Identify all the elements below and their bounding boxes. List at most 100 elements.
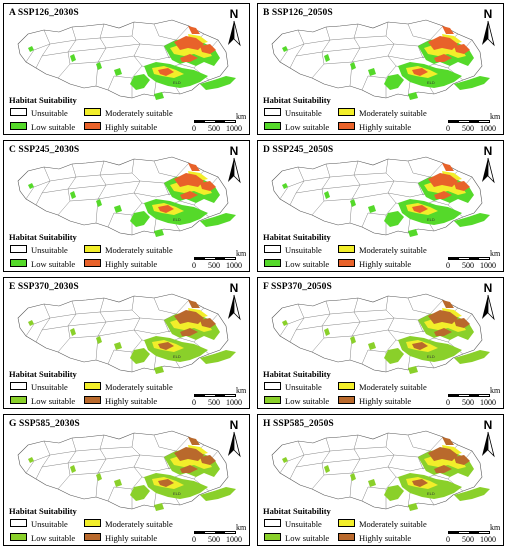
legend-low: Low suitable [264, 259, 329, 269]
legend-high: Highly suitable [84, 533, 157, 543]
swatch-low [264, 533, 281, 541]
legend-high: Highly suitable [84, 259, 157, 269]
region-label: ELD [173, 217, 181, 222]
swatch-low [10, 396, 27, 404]
legend-title: Habitat Suitability [9, 506, 77, 516]
legend-unsuitable: Unsuitable [10, 108, 68, 118]
north-label: N [483, 144, 493, 158]
scale-tick: 1000 [480, 398, 496, 407]
swatch-unsuitable [264, 519, 281, 527]
swatch-unsuitable [10, 245, 27, 253]
region-map: ELD [271, 19, 490, 100]
legend-unsuitable: Unsuitable [10, 519, 68, 529]
swatch-moderately [84, 382, 101, 390]
scale-tick: 1000 [480, 535, 496, 544]
region-map: ELD [271, 430, 490, 511]
region-map: ELD [271, 293, 490, 374]
swatch-unsuitable [264, 245, 281, 253]
map-panel-5: ELD E SSP370_2030S N Habitat Suitability… [3, 277, 250, 409]
swatch-moderately [338, 108, 355, 116]
north-arrow-icon: N [225, 144, 243, 184]
map-panel-6: ELD F SSP370_2050S N Habitat Suitability… [257, 277, 504, 409]
scale-bar: km 0 500 1000 [444, 112, 502, 134]
legend-moderately: Moderately suitable [338, 382, 427, 392]
panel-title: H SSP585_2050S [263, 419, 334, 429]
legend-high: Highly suitable [338, 122, 411, 132]
scale-tick: 500 [462, 398, 474, 407]
swatch-low [10, 122, 27, 130]
legend-low: Low suitable [264, 533, 329, 543]
region-label: ELD [173, 491, 181, 496]
legend-low: Low suitable [10, 259, 75, 269]
highly-suitable-areas [412, 437, 470, 487]
swatch-high [338, 533, 355, 541]
legend-title: Habitat Suitability [9, 369, 77, 379]
legend-title: Habitat Suitability [263, 506, 331, 516]
swatch-low [264, 259, 281, 267]
legend-moderately: Moderately suitable [84, 245, 173, 255]
region-label: ELD [173, 80, 181, 85]
legend-high: Highly suitable [338, 396, 411, 406]
scale-tick: 1000 [226, 124, 242, 133]
region-map: ELD [271, 156, 490, 237]
scale-tick: 0 [192, 261, 196, 270]
legend-unsuitable: Unsuitable [264, 519, 322, 529]
figure-grid: ELD A SSP126_2030S N Habitat Suitability… [3, 3, 504, 547]
highly-suitable-areas [158, 437, 216, 487]
north-arrow-icon: N [225, 418, 243, 458]
scale-tick: 500 [208, 124, 220, 133]
panel-title: D SSP245_2050S [263, 145, 334, 155]
scale-unit: km [236, 112, 247, 121]
scale-bar: km 0 500 1000 [190, 523, 248, 545]
north-label: N [229, 281, 239, 295]
legend-moderately: Moderately suitable [338, 108, 427, 118]
scale-bar: km 0 500 1000 [444, 249, 502, 271]
scale-unit: km [490, 386, 501, 395]
north-label: N [229, 418, 239, 432]
scale-bar: km 0 500 1000 [190, 112, 248, 134]
panel-title: E SSP370_2030S [9, 282, 79, 292]
legend-unsuitable: Unsuitable [10, 382, 68, 392]
scale-unit: km [236, 386, 247, 395]
highly-suitable-areas [158, 163, 216, 213]
panel-title: G SSP585_2030S [9, 419, 80, 429]
highly-suitable-areas [412, 300, 470, 350]
scale-tick: 1000 [226, 398, 242, 407]
scale-tick: 0 [446, 398, 450, 407]
scale-tick: 500 [208, 261, 220, 270]
map-panel-4: ELD D SSP245_2050S N Habitat Suitability… [257, 140, 504, 272]
swatch-moderately [84, 519, 101, 527]
legend-high: Highly suitable [84, 396, 157, 406]
legend-high: Highly suitable [84, 122, 157, 132]
north-arrow-icon: N [479, 281, 497, 321]
legend-low: Low suitable [264, 396, 329, 406]
highly-suitable-areas [412, 26, 470, 76]
north-label: N [229, 144, 239, 158]
scale-unit: km [490, 112, 501, 121]
swatch-unsuitable [10, 519, 27, 527]
map-panel-7: ELD G SSP585_2030S N Habitat Suitability… [3, 414, 250, 546]
map-panel-1: ELD A SSP126_2030S N Habitat Suitability… [3, 3, 250, 135]
scale-unit: km [490, 523, 501, 532]
swatch-moderately [338, 519, 355, 527]
legend-moderately: Moderately suitable [338, 519, 427, 529]
north-label: N [483, 418, 493, 432]
swatch-high [84, 259, 101, 267]
swatch-low [10, 533, 27, 541]
scale-tick: 1000 [226, 261, 242, 270]
legend-title: Habitat Suitability [263, 95, 331, 105]
north-label: N [483, 7, 493, 21]
panel-title: F SSP370_2050S [263, 282, 332, 292]
legend-low: Low suitable [264, 122, 329, 132]
legend-unsuitable: Unsuitable [264, 108, 322, 118]
region-label: ELD [427, 354, 435, 359]
scale-tick: 0 [446, 124, 450, 133]
legend-moderately: Moderately suitable [84, 382, 173, 392]
north-label: N [229, 7, 239, 21]
legend-low: Low suitable [10, 122, 75, 132]
scale-tick: 1000 [226, 535, 242, 544]
scale-bar: km 0 500 1000 [190, 249, 248, 271]
region-map: ELD [17, 19, 236, 100]
legend-title: Habitat Suitability [263, 232, 331, 242]
north-label: N [483, 281, 493, 295]
